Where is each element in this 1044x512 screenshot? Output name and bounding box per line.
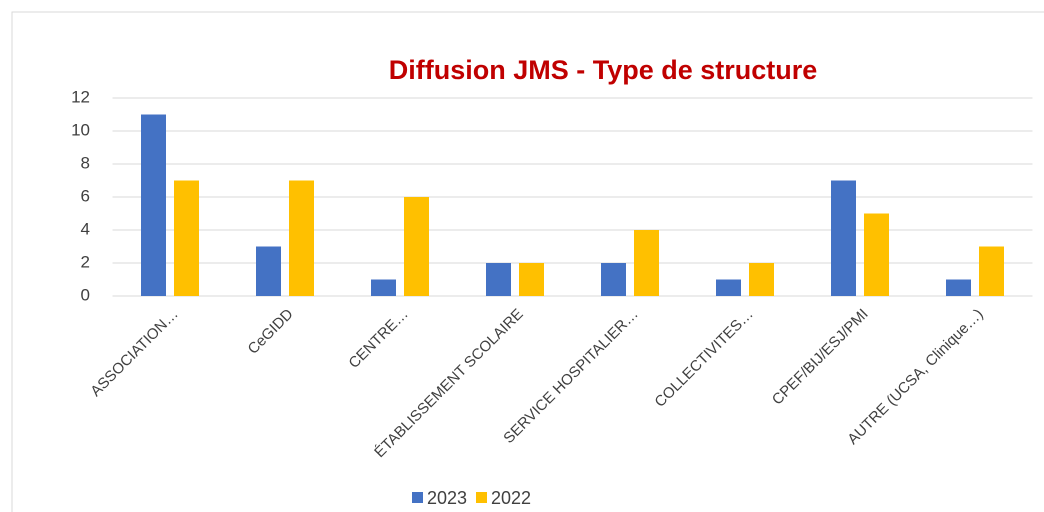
- y-tick-label: 2: [81, 252, 90, 271]
- bar: [486, 263, 511, 296]
- bar: [634, 230, 659, 296]
- bar: [371, 279, 396, 296]
- bar: [141, 114, 166, 296]
- legend-swatch: [476, 492, 487, 503]
- y-tick-label: 0: [81, 285, 90, 304]
- y-tick-label: 12: [71, 87, 90, 106]
- bar: [519, 263, 544, 296]
- bar: [174, 180, 199, 296]
- bar: [601, 263, 626, 296]
- bar: [946, 279, 971, 296]
- y-tick-label: 4: [81, 219, 90, 238]
- legend-swatch: [412, 492, 423, 503]
- legend-label: 2023: [427, 488, 467, 508]
- bar: [404, 197, 429, 296]
- bar: [716, 279, 741, 296]
- chart-border: [11, 11, 1044, 512]
- bar: [256, 246, 281, 296]
- bar: [289, 180, 314, 296]
- y-tick-label: 6: [81, 186, 90, 205]
- bar: [864, 213, 889, 296]
- y-tick-label: 8: [81, 153, 90, 172]
- bar: [831, 180, 856, 296]
- bar: [749, 263, 774, 296]
- bar: [979, 246, 1004, 296]
- y-tick-label: 10: [71, 120, 90, 139]
- legend-label: 2022: [491, 488, 531, 508]
- chart-title: Diffusion JMS - Type de structure: [389, 55, 818, 85]
